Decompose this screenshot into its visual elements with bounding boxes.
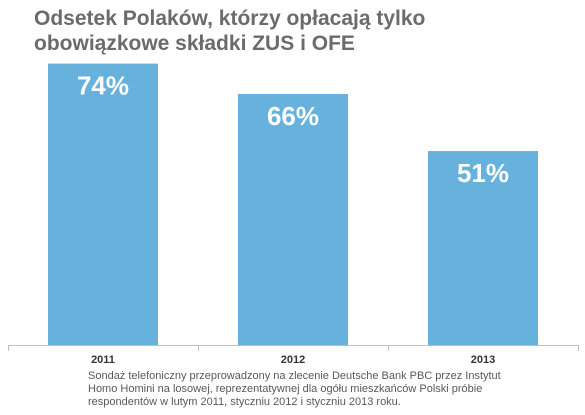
x-tick-label-2012: 2012 xyxy=(281,354,305,366)
footnote: Sondaż telefoniczny przeprowadzony na zl… xyxy=(88,370,568,409)
footnote-line-3: respondentów w lutym 2011, styczniu 2012… xyxy=(88,396,401,408)
chart-title-line-1: Odsetek Polaków, którzy opłacają tylko xyxy=(34,7,426,30)
chart-title-line-2: obowiązkowe składki ZUS i OFE xyxy=(34,32,355,55)
data-label-2013: 51% xyxy=(457,158,509,188)
bar-2012 xyxy=(238,94,348,346)
x-tick-label-2011: 2011 xyxy=(91,354,115,366)
data-label-2011: 74% xyxy=(77,71,129,101)
x-tick-label-2013: 2013 xyxy=(471,354,495,366)
footnote-line-1: Sondaż telefoniczny przeprowadzony na zl… xyxy=(88,370,501,382)
bars-group: 74% 66% 51% xyxy=(48,63,538,346)
data-label-2012: 66% xyxy=(267,101,319,131)
bar-2013 xyxy=(428,151,538,345)
footnote-line-2: Homo Homini na losowej, reprezentatywnej… xyxy=(88,383,483,395)
bar-2011 xyxy=(48,63,158,346)
x-axis: 2011 2012 2013 xyxy=(8,345,579,366)
chart-title: Odsetek Polaków, którzy opłacają tylko o… xyxy=(34,6,574,56)
